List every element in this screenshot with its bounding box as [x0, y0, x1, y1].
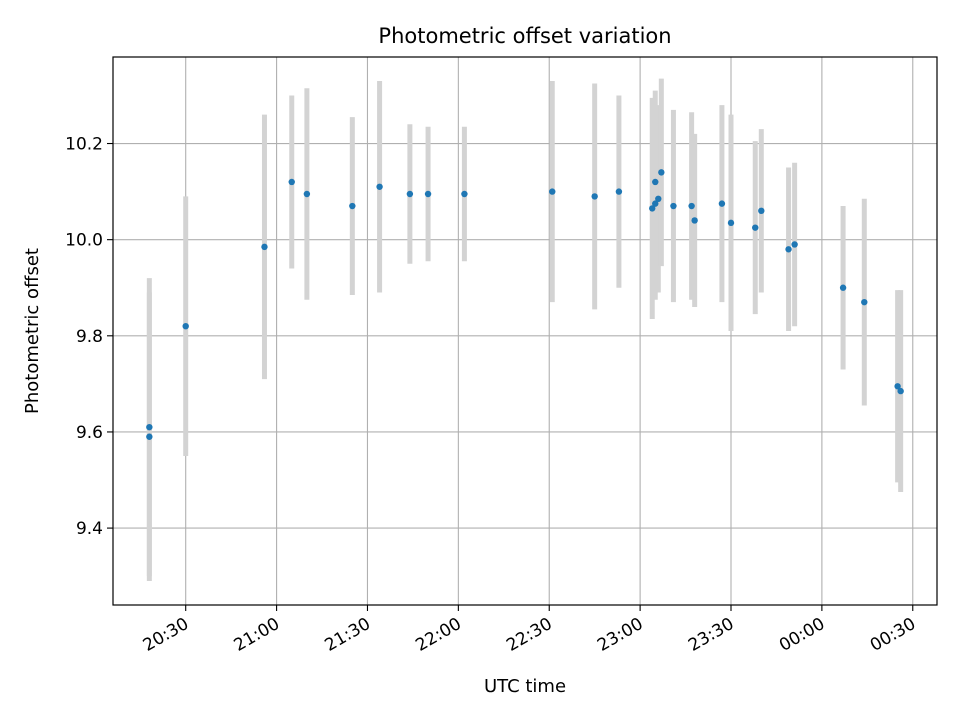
- y-axis: 9.4 9.6 9.8 10.0 10.2: [65, 135, 113, 539]
- data-point: [894, 383, 901, 390]
- data-point: [288, 178, 295, 186]
- data-point: [688, 202, 695, 210]
- data-point: [652, 200, 659, 207]
- data-point: [146, 433, 153, 440]
- data-point: [691, 217, 698, 224]
- data-point: [591, 193, 598, 200]
- data-point: [861, 298, 868, 306]
- y-axis-title: Photometric offset: [22, 248, 43, 414]
- data-point: [406, 190, 414, 198]
- plot-frame: [112, 56, 938, 606]
- data-point: [649, 205, 656, 212]
- data-point: [655, 195, 662, 203]
- data-point: [727, 219, 735, 227]
- grid: [113, 57, 937, 605]
- data-point: [785, 246, 792, 253]
- data-point: [839, 284, 847, 291]
- y-tick-label: 10.0: [65, 231, 103, 251]
- data-point: [146, 423, 153, 431]
- data-point: [658, 169, 665, 176]
- y-tick-label: 9.8: [76, 327, 103, 347]
- data-point: [670, 202, 677, 210]
- data-point: [752, 224, 759, 231]
- data-point: [303, 190, 311, 198]
- data-point: [897, 387, 904, 395]
- data-points: [146, 169, 904, 440]
- data-point: [758, 207, 765, 215]
- y-tick-label: 9.4: [76, 519, 103, 539]
- data-point: [349, 202, 356, 210]
- y-tick-label: 9.6: [76, 423, 103, 443]
- data-point: [261, 243, 268, 251]
- data-point: [424, 190, 432, 198]
- chart-title: Photometric offset variation: [378, 24, 671, 48]
- data-point: [652, 178, 659, 186]
- y-tick-label: 10.2: [65, 135, 103, 155]
- data-point: [376, 183, 383, 190]
- data-point: [718, 200, 726, 207]
- data-point: [615, 188, 623, 195]
- x-axis-title: UTC time: [484, 676, 566, 697]
- data-point: [182, 322, 189, 330]
- data-point: [549, 188, 556, 195]
- data-point: [461, 190, 468, 198]
- data-point: [791, 241, 798, 248]
